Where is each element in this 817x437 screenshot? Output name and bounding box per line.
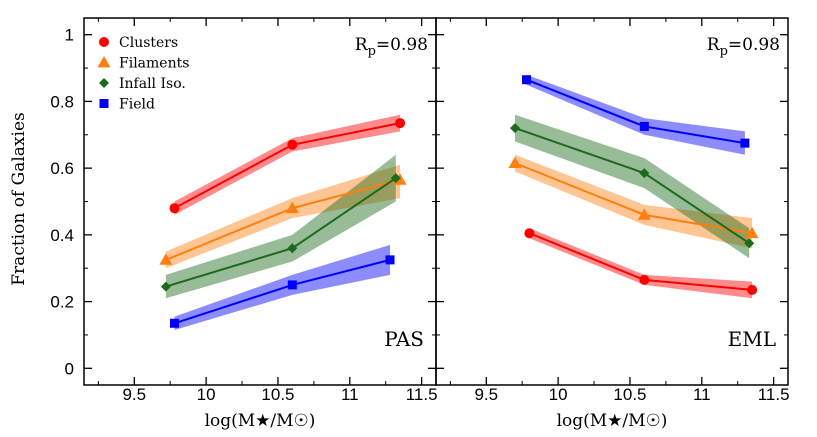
panel-label: EML (728, 327, 776, 351)
point-field (287, 280, 297, 290)
point-field (740, 138, 750, 148)
point-field (639, 121, 649, 131)
x-tick-label: 11.5 (758, 385, 790, 404)
point-field (385, 255, 395, 265)
rp-label: Rp=0.98 (707, 35, 780, 59)
legend-marker-field (99, 99, 109, 108)
legend-label-filaments: Filaments (119, 56, 189, 72)
legend-marker-infall-iso (99, 78, 109, 88)
x-tick-label: 10 (549, 385, 568, 404)
x-tick-label: 9.5 (474, 385, 498, 404)
point-field (170, 318, 180, 328)
point-infall-iso (510, 123, 521, 134)
y-tick-label: 0.2 (50, 293, 74, 312)
point-clusters (395, 118, 406, 129)
x-axis-title-left: log(M★/M☉) (205, 411, 316, 431)
point-clusters (169, 203, 180, 214)
panel-eml: 9.5 10 10.5 11 11.5 Rp=0.98 EML (435, 17, 790, 404)
x-tick-label: 11 (693, 385, 711, 404)
panel-label: PAS (384, 327, 424, 351)
legend-marker-filaments (97, 56, 111, 68)
band-filaments (515, 154, 753, 249)
x-tick-label: 11.5 (406, 385, 438, 404)
point-clusters (639, 274, 650, 285)
panel-pas: 9.5 10 10.5 11 11.5 0 0.2 0.4 0.6 0.8 1 Rp=0.98 PAS (50, 17, 438, 404)
point-field (522, 75, 532, 85)
y-tick-label: 0.6 (50, 159, 74, 178)
point-clusters (747, 284, 758, 295)
point-filaments (285, 201, 299, 214)
band-filaments (165, 164, 401, 269)
point-filaments (745, 226, 759, 239)
rp-label: Rp=0.98 (355, 35, 428, 59)
band-clusters (174, 114, 401, 215)
legend-marker-clusters (99, 37, 109, 47)
point-infall-iso (287, 243, 298, 254)
plot-layer: 9.5 10 10.5 11 11.500.20.40.60.81 Rp=0.98PAS9… (50, 17, 790, 404)
band-clusters (529, 228, 753, 299)
point-filaments (159, 253, 173, 265)
x-tick-label: 10 (197, 385, 216, 404)
y-axis-title: Fraction of Galaxies (9, 112, 29, 285)
x-tick-label: 9.5 (122, 385, 146, 404)
point-filaments (637, 208, 651, 220)
x-tick-label: 10.5 (261, 385, 294, 404)
y-tick-label: 1 (65, 26, 74, 45)
legend-label-infall-iso: Infall Iso. (119, 76, 186, 92)
band-infall-iso- (515, 114, 750, 259)
y-tick-label: 0 (65, 359, 74, 378)
point-infall-iso (160, 281, 171, 292)
legend-label-field: Field (119, 97, 155, 113)
point-filaments (508, 156, 522, 169)
point-infall-iso (744, 238, 755, 249)
point-infall-iso (639, 168, 650, 179)
x-axis-title-right: log(M★/M☉) (557, 411, 668, 431)
point-clusters (287, 139, 298, 150)
point-clusters (524, 228, 535, 239)
legend: Clusters Filaments Infall Iso. Field (97, 35, 189, 113)
y-tick-label: 0.8 (50, 92, 74, 111)
x-tick-label: 10.5 (613, 385, 646, 404)
legend-label-clusters: Clusters (119, 35, 178, 51)
y-tick-label: 0.4 (50, 226, 74, 245)
band-infall-iso- (165, 154, 396, 299)
x-tick-label: 11 (341, 385, 359, 404)
point-infall-iso (390, 173, 401, 184)
